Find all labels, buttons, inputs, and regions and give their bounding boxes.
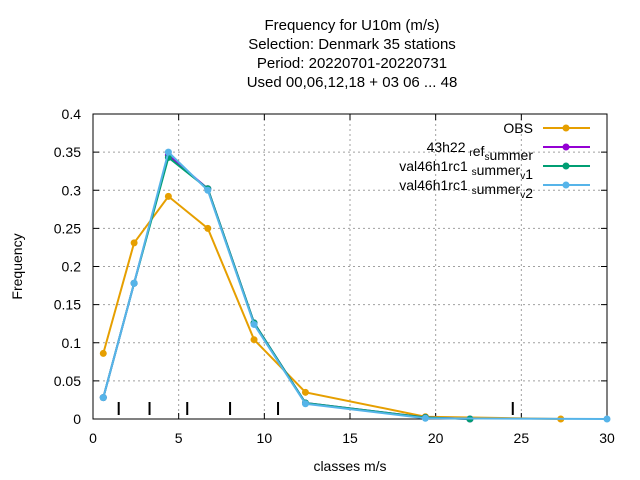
data-point xyxy=(250,336,258,344)
data-point xyxy=(164,192,172,200)
chart-title-line: Frequency for U10m (m/s) xyxy=(264,17,439,34)
y-tick-label: 0.3 xyxy=(62,182,82,198)
series-lines xyxy=(99,148,611,423)
x-tick-label: 20 xyxy=(428,430,444,446)
legend-label: OBS xyxy=(503,120,533,136)
x-tick-label: 5 xyxy=(175,430,183,446)
x-tick-label: 0 xyxy=(89,430,97,446)
y-tick-label: 0.15 xyxy=(54,297,81,313)
x-axis: 0 5 10 15 20 25 30 xyxy=(89,114,615,446)
y-tick-label: 0.25 xyxy=(54,220,81,236)
data-point xyxy=(421,414,429,422)
series-line-obs xyxy=(102,194,561,420)
legend-swatch-marker xyxy=(562,181,570,189)
x-axis-label: classes m/s xyxy=(313,458,386,474)
data-point xyxy=(301,388,309,396)
chart-title-line: Selection: Denmark 35 stations xyxy=(248,36,456,53)
data-point xyxy=(130,239,138,247)
data-point xyxy=(301,400,309,408)
data-point xyxy=(204,224,212,232)
grid xyxy=(93,114,607,419)
data-point xyxy=(164,148,172,156)
legend-swatch-marker xyxy=(562,162,570,170)
series-line-val46h1rc1-summer-v1 xyxy=(102,155,470,420)
data-point xyxy=(204,186,212,194)
y-tick-label: 0.2 xyxy=(62,259,82,275)
class-boundary-marks xyxy=(117,402,514,415)
data-point xyxy=(603,415,611,423)
legend-label: 43h22 refsummer xyxy=(427,139,534,163)
chart-title-line: Period: 20220701-20220731 xyxy=(257,55,447,72)
y-axis-label: Frequency xyxy=(9,233,25,299)
data-point xyxy=(250,320,258,328)
y-tick-label: 0.35 xyxy=(54,144,81,160)
series-line-val46h1rc1-summer-v2 xyxy=(102,150,608,420)
legend-label: val46h1rc1 summerv2 xyxy=(399,177,533,201)
x-tick-label: 15 xyxy=(342,430,358,446)
chart-title: Frequency for U10m (m/s) Selection: Denma… xyxy=(247,17,458,91)
legend-swatch-marker xyxy=(562,124,570,132)
y-tick-label: 0.1 xyxy=(62,335,82,351)
y-tick-label: 0 xyxy=(73,411,81,427)
y-tick-label: 0.4 xyxy=(62,106,82,122)
y-tick-label: 0.05 xyxy=(54,373,81,389)
legend-label: val46h1rc1 summerv1 xyxy=(399,158,533,182)
x-tick-label: 10 xyxy=(257,430,273,446)
x-tick-label: 30 xyxy=(599,430,615,446)
data-point xyxy=(130,279,138,287)
data-point xyxy=(99,349,107,357)
chart-title-line: Used 00,06,12,18 + 03 06 ... 48 xyxy=(247,74,458,91)
legend-swatch-marker xyxy=(562,143,570,151)
data-point xyxy=(99,394,107,402)
x-tick-label: 25 xyxy=(514,430,530,446)
